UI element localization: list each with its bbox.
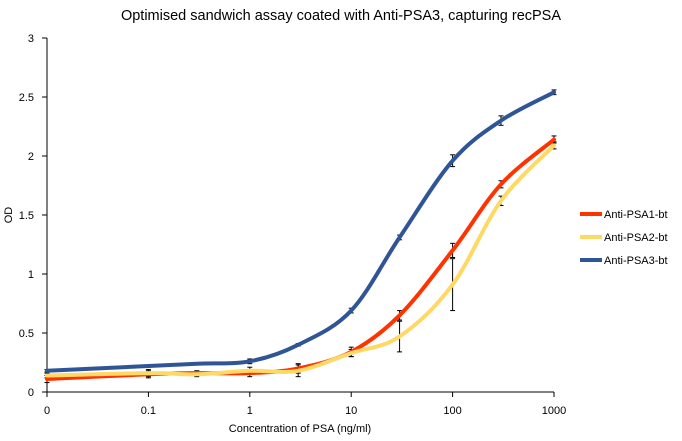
y-tick-label: 2.5 [19,92,34,104]
y-tick-label: 0 [28,387,34,399]
chart-title: Optimised sandwich assay coated with Ant… [121,8,561,24]
legend: Anti-PSA1-bt Anti-PSA2-bt Anti-PSA3-bt [580,209,668,267]
series-line-3 [45,90,556,373]
y-axis-label: OD [3,207,15,224]
series-group [45,90,556,381]
x-tick-label: 0 [44,405,50,417]
legend-label-1: Anti-PSA1-bt [604,209,668,221]
x-axis-label: Concentration of PSA (ng/ml) [229,423,371,435]
x-tick-label: 0.1 [141,405,156,417]
x-tick-label: 1000 [542,405,566,417]
legend-label-2: Anti-PSA2-bt [604,232,668,244]
x-tick-label: 10 [345,405,357,417]
legend-label-3: Anti-PSA3-bt [604,255,668,267]
y-tick-label: 3 [28,33,34,45]
y-tick-label: 1.5 [19,210,34,222]
series-line-2 [45,143,556,378]
x-tick-label: 100 [443,405,461,417]
x-tick-label: 1 [247,405,253,417]
y-tick-label: 1 [28,269,34,281]
y-tick-label: 2 [28,151,34,163]
y-tick-group: 0 0.5 1 1.5 2 2.5 3 [19,33,47,399]
y-tick-label: 0.5 [19,328,34,340]
x-tick-group: 0 0.1 1 10 100 1000 [44,392,566,417]
